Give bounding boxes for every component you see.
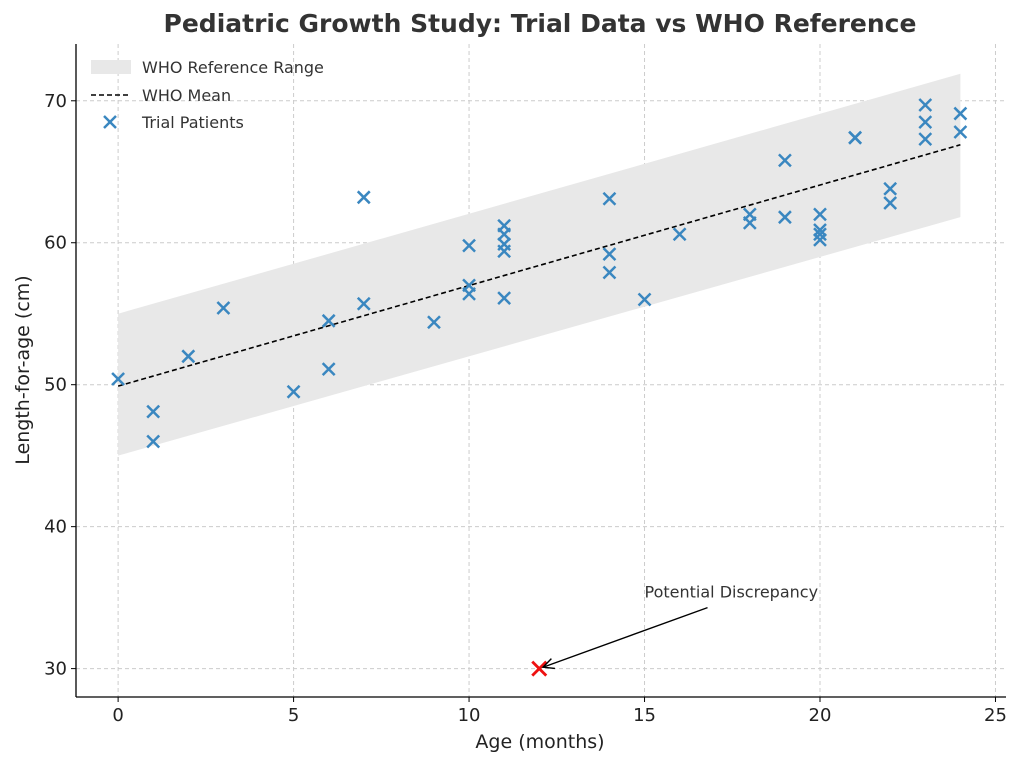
annotation-text: Potential Discrepancy [645,583,819,602]
trial-patient-point [602,191,617,206]
x-tick-label: 25 [984,705,1007,726]
axes [75,44,1006,698]
trial-patient-point [953,106,968,121]
y-tick-label: 30 [44,659,67,680]
trial-patient-point [813,223,827,237]
who-mean-group [117,144,961,387]
who-reference-range-band [118,73,961,456]
x-tick-label: 20 [809,705,832,726]
x-axis-label: Age (months) [475,731,604,753]
legend-label-reference-range: WHO Reference Range [142,58,324,77]
trial-patient-point [216,301,231,315]
trial-patient-point [778,153,792,168]
chart-title: Pediatric Growth Study: Trial Data vs WH… [164,9,917,38]
legend-label-who-mean: WHO Mean [142,86,231,105]
x-tick-label: 5 [288,705,299,726]
trial-patient-point [813,233,827,247]
trial-patient-point [462,286,476,301]
trial-patient-point [146,434,161,449]
annotation-arrow-line [542,606,708,668]
trial-patient-point [146,404,161,419]
x-tick-label: 15 [633,705,656,726]
trial-patient-point [918,132,933,146]
trial-patient-point [953,125,968,139]
trial-patient-point [918,115,933,129]
trial-patient-point [813,207,827,222]
who-mean-line [117,144,961,387]
trial-patient-point [918,98,933,112]
trial-patient-point [181,349,196,364]
legend-swatch-trial-patients [103,115,117,129]
ticks: 0 5 10 15 20 25 30 40 50 60 70 [44,91,1007,726]
trial-patient-point [427,315,441,330]
legend-swatch-reference-range [91,60,131,74]
trial-patient-point [497,291,512,305]
y-tick-label: 50 [44,375,67,396]
trial-patient-point [321,362,336,376]
trial-points-group [111,98,968,449]
trial-patient-point [883,196,898,210]
legend-label-trial-patients: Trial Patients [141,113,244,132]
annotation-group: Potential Discrepancy [541,583,819,670]
trial-patient-point [848,130,862,145]
outlier-point [531,660,548,677]
y-axis-label: Length-for-age (cm) [12,275,34,464]
annotation-arrow-head [541,658,556,670]
x-tick-label: 10 [458,705,481,726]
trial-patient-point [497,227,512,242]
trial-patient-point [356,190,371,205]
trial-patient-point [672,227,687,242]
trial-patient-point [497,244,512,259]
y-tick-label: 70 [44,91,67,112]
legend: WHO Reference Range WHO Mean Trial Patie… [91,58,324,132]
trial-patient-point [813,227,827,242]
trial-patient-point [356,296,371,311]
trial-patient-point [602,265,617,280]
trial-patient-point [321,313,336,328]
trial-patient-point [778,210,792,225]
outlier-group [531,660,548,677]
trial-patient-point [637,292,652,307]
trial-patient-point [602,247,617,261]
y-tick-label: 60 [44,233,67,254]
x-tick-label: 0 [112,705,123,726]
who-reference-band-group [118,73,961,456]
trial-patient-point [111,372,125,386]
trial-patient-point [286,384,301,399]
y-tick-label: 40 [44,517,67,538]
trial-patient-point [883,181,898,196]
trial-patient-point [742,215,757,230]
trial-patient-point [462,238,476,253]
